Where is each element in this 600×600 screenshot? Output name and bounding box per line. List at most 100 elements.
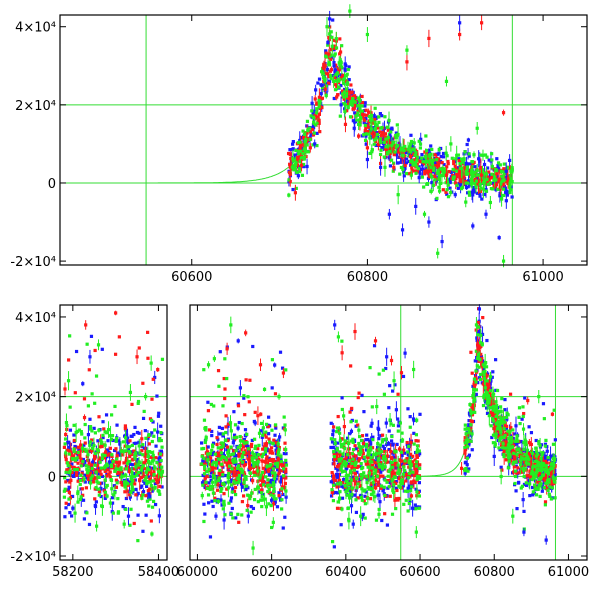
bottom-red-point [413, 467, 417, 471]
bottom-red-point [222, 376, 226, 381]
bottom-blue-point [199, 441, 204, 445]
bottom-blue-point [70, 462, 74, 466]
bottom-green-point [62, 495, 67, 499]
top-green-point [373, 120, 377, 124]
bottom-green-point [252, 498, 257, 502]
bottom-blue-point [523, 396, 527, 400]
top-green-point [395, 123, 399, 127]
bottom-green-point [246, 447, 251, 451]
top-green-point [472, 170, 477, 174]
bottom-green-point [134, 451, 138, 455]
top-red-point [374, 140, 378, 144]
bottom-green-point [210, 480, 215, 484]
bottom-red-point [75, 470, 79, 474]
top-red-point [322, 62, 326, 66]
bottom-green-point [227, 501, 231, 505]
bottom-blue-point [471, 384, 475, 389]
bottom-blue-point [412, 418, 416, 423]
top-red-point [489, 176, 493, 180]
bottom-red-point [476, 320, 480, 325]
bottom-red-point [86, 473, 90, 478]
top-green-point [435, 171, 440, 175]
top-green-point [474, 179, 478, 183]
bottom-red-point [141, 474, 145, 478]
bottom-green-point [149, 461, 153, 466]
bottom-red-point [236, 404, 241, 408]
top-green-point [402, 148, 406, 152]
bottom-red-point [154, 456, 158, 460]
top-green-point [346, 67, 350, 72]
bottom-green-point [94, 485, 98, 490]
top-green-point [315, 107, 319, 111]
bottom-red-point [538, 471, 542, 475]
top-green-point [484, 172, 489, 176]
bottom-red-point [356, 496, 360, 500]
top-red-point [298, 143, 303, 148]
top-red-point [345, 109, 349, 113]
bottom-blue-point [277, 491, 281, 495]
top-green-point [499, 170, 503, 174]
top-green-point [291, 159, 295, 163]
top-blue-point [331, 18, 335, 22]
bottom-blue-point [112, 448, 117, 453]
bottom-blue-point [150, 431, 154, 435]
top-green-point [478, 183, 482, 187]
bottom-blue-point [483, 398, 487, 402]
bottom-red-point [335, 485, 339, 489]
bottom-red-point [469, 428, 473, 432]
bottom-red-point [156, 480, 160, 485]
bottom-red-point [230, 461, 234, 465]
top-blue-point [440, 239, 444, 244]
top-red-point [372, 130, 376, 134]
bottom-red-point [156, 368, 160, 372]
bottom-red-point [490, 413, 494, 417]
bottom-blue-point [408, 415, 412, 419]
bottom-green-point [109, 464, 114, 469]
top-green-point [422, 212, 427, 216]
top-red-point [335, 84, 339, 89]
top-red-point [455, 173, 459, 177]
bottom-blue-point [334, 472, 339, 477]
bottom-green-point [78, 478, 83, 483]
bottom-red-point [93, 456, 97, 460]
bottom-green-point [202, 464, 207, 468]
top-red-point [352, 106, 356, 110]
top-blue-point [312, 109, 316, 113]
top-blue-point [326, 40, 330, 44]
top-green-point [358, 118, 362, 122]
bottom-red-point [479, 352, 483, 356]
bottom-green-point [228, 421, 233, 425]
bottom-red-point [415, 455, 420, 459]
bottom-red-point [121, 453, 125, 457]
top-blue-point [430, 181, 434, 185]
bottom-red-point [347, 464, 351, 468]
top-green-point [301, 152, 305, 156]
bottom-green-point [223, 357, 227, 361]
bottom-red-point [267, 437, 271, 441]
bottom-red-point [472, 406, 476, 410]
bottom-green-point [109, 437, 114, 441]
bottom-red-point [407, 474, 411, 478]
bottom-red-point [267, 458, 271, 463]
top-green-point [317, 98, 321, 103]
bottom-red-point [381, 474, 385, 478]
top-green-point [295, 170, 299, 174]
bottom-blue-point [374, 455, 379, 460]
bottom-red-point [259, 478, 263, 482]
bottom-blue-point [413, 503, 417, 507]
bottom-red-point [534, 480, 539, 484]
bottom-green-point [119, 449, 123, 453]
bottom-green-point [281, 467, 286, 471]
top-red-point [397, 148, 401, 152]
bottom-blue-point [104, 413, 109, 417]
bottom-blue-point [480, 332, 485, 337]
top-red-point [367, 110, 371, 114]
bottom-red-point [490, 402, 494, 406]
bottom-red-point [529, 474, 534, 478]
bottom-blue-point [280, 366, 285, 370]
top-red-point [444, 190, 448, 194]
top-green-point [422, 185, 426, 189]
bottom-green-point [229, 512, 234, 516]
bottom-red-point [280, 485, 285, 489]
bottom-blue-point [340, 396, 344, 400]
